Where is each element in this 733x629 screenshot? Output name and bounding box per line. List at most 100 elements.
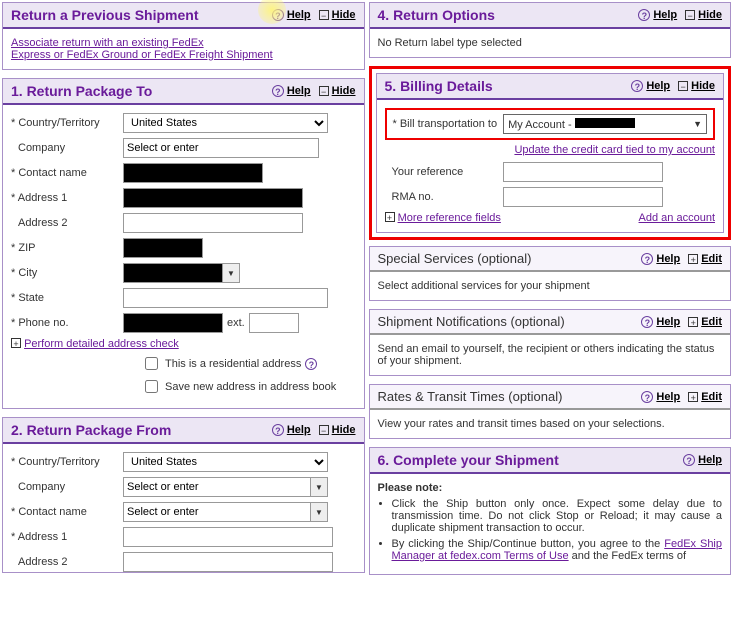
address2-input[interactable] [123, 213, 303, 233]
rates-body: View your rates and transit times based … [378, 418, 665, 430]
panel-special-services: Special Services (optional) ?Help +Edit … [369, 246, 732, 301]
panel-title-special: Special Services (optional) [378, 251, 532, 266]
hide-link-pkgto[interactable]: −Hide [319, 85, 356, 97]
more-reference-link[interactable]: More reference fields [398, 212, 501, 224]
help-icon: ? [641, 316, 653, 328]
help-icon: ? [641, 391, 653, 403]
label-from-addr2: Address 2 [11, 556, 123, 568]
label-your-ref: Your reference [385, 166, 503, 178]
panel-package-from: 2. Return Package From ?Help −Hide Count… [2, 417, 365, 573]
from-contact-dropdown[interactable]: ▼ [310, 502, 328, 522]
from-address2-input[interactable] [123, 552, 333, 572]
label-from-country: Country/Territory [11, 456, 123, 468]
hide-link-retopt[interactable]: −Hide [685, 9, 722, 21]
label-ext: ext. [227, 317, 245, 329]
phone-input[interactable] [123, 313, 223, 333]
help-link-prev[interactable]: ?Help [272, 9, 311, 21]
help-icon: ? [272, 85, 284, 97]
panel-title-rates: Rates & Transit Times (optional) [378, 389, 563, 404]
panel-complete: 6. Complete your Shipment ?Help Please n… [369, 447, 732, 575]
label-company: Company [11, 142, 123, 154]
associate-return-link[interactable]: Associate return with an existing FedEx [11, 37, 204, 49]
help-link-retopt[interactable]: ?Help [638, 9, 677, 21]
edit-link-special[interactable]: +Edit [688, 253, 722, 265]
edit-link-notif[interactable]: +Edit [688, 316, 722, 328]
notif-body: Send an email to yourself, the recipient… [378, 343, 715, 367]
label-from-contact: Contact name [11, 506, 123, 518]
panel-title-retopt: 4. Return Options [378, 7, 495, 23]
help-icon[interactable]: ? [305, 358, 317, 370]
update-cc-link[interactable]: Update the credit card tied to my accoun… [514, 144, 715, 156]
panel-title-notif: Shipment Notifications (optional) [378, 314, 565, 329]
help-link-billing[interactable]: ?Help [631, 80, 670, 92]
address-check-link[interactable]: Perform detailed address check [24, 338, 179, 350]
residential-label: This is a residential address [165, 358, 301, 370]
address1-input[interactable] [123, 188, 303, 208]
ext-input[interactable] [249, 313, 299, 333]
label-addr1: Address 1 [11, 192, 123, 204]
help-link-notif[interactable]: ?Help [641, 316, 680, 328]
minus-icon: − [319, 425, 329, 435]
residential-checkbox[interactable] [145, 357, 158, 370]
panel-rates: Rates & Transit Times (optional) ?Help +… [369, 384, 732, 439]
label-from-addr1: Address 1 [11, 531, 123, 543]
special-body: Select additional services for your ship… [378, 280, 590, 292]
bill-account-select[interactable]: My Account - ▼ [503, 114, 707, 134]
zip-input[interactable] [123, 238, 203, 258]
label-addr2: Address 2 [11, 217, 123, 229]
panel-return-previous: Return a Previous Shipment ?Help −Hide A… [2, 2, 365, 70]
panel-title-billing: 5. Billing Details [385, 78, 493, 94]
label-rma: RMA no. [385, 191, 503, 203]
from-country-select[interactable]: United States [123, 452, 328, 472]
note-heading: Please note: [378, 482, 443, 494]
save-address-checkbox[interactable] [145, 380, 158, 393]
panel-title-pkgfrom: 2. Return Package From [11, 422, 171, 438]
city-input[interactable] [123, 263, 223, 283]
bill-to-highlight: Bill transportation to My Account - ▼ [385, 108, 716, 140]
rma-input[interactable] [503, 187, 663, 207]
chevron-down-icon: ▼ [693, 119, 702, 129]
minus-icon: − [685, 10, 695, 20]
label-state: State [11, 292, 123, 304]
edit-link-rates[interactable]: +Edit [688, 391, 722, 403]
panel-title-complete: 6. Complete your Shipment [378, 452, 559, 468]
associate-return-link2[interactable]: Express or FedEx Ground or FedEx Freight… [11, 49, 273, 61]
city-dropdown-button[interactable]: ▼ [222, 263, 240, 283]
hide-link-billing[interactable]: −Hide [678, 80, 715, 92]
country-select[interactable]: United States [123, 113, 328, 133]
help-icon: ? [272, 424, 284, 436]
from-company-dropdown[interactable]: ▼ [310, 477, 328, 497]
help-link-pkgfrom[interactable]: ?Help [272, 424, 311, 436]
minus-icon: − [678, 81, 688, 91]
state-select[interactable] [123, 288, 328, 308]
hide-link-prev[interactable]: −Hide [319, 9, 356, 21]
your-reference-input[interactable] [503, 162, 663, 182]
add-account-link[interactable]: Add an account [639, 212, 715, 224]
help-link-pkgto[interactable]: ?Help [272, 85, 311, 97]
label-contact: Contact name [11, 167, 123, 179]
panel-title-prev: Return a Previous Shipment [11, 7, 198, 23]
note-item-2: By clicking the Ship/Continue button, yo… [392, 538, 723, 562]
from-contact-input[interactable] [123, 502, 311, 522]
company-input[interactable] [123, 138, 319, 158]
from-company-input[interactable] [123, 477, 311, 497]
help-icon: ? [272, 9, 284, 21]
help-icon: ? [683, 454, 695, 466]
from-address1-input[interactable] [123, 527, 333, 547]
contact-input[interactable] [123, 163, 263, 183]
note-item-1: Click the Ship button only once. Expect … [392, 498, 723, 534]
hide-link-pkgfrom[interactable]: −Hide [319, 424, 356, 436]
help-link-special[interactable]: ?Help [641, 253, 680, 265]
panel-return-options: 4. Return Options ?Help −Hide No Return … [369, 2, 732, 58]
redacted-account [575, 118, 635, 128]
help-link-complete[interactable]: ?Help [683, 454, 722, 466]
plus-icon: + [385, 212, 395, 222]
panel-package-to: 1. Return Package To ?Help −Hide Country… [2, 78, 365, 409]
label-city: City [11, 267, 123, 279]
label-from-company: Company [11, 481, 123, 493]
help-icon: ? [631, 80, 643, 92]
minus-icon: − [319, 86, 329, 96]
save-address-label: Save new address in address book [165, 381, 336, 393]
panel-notifications: Shipment Notifications (optional) ?Help … [369, 309, 732, 376]
help-link-rates[interactable]: ?Help [641, 391, 680, 403]
